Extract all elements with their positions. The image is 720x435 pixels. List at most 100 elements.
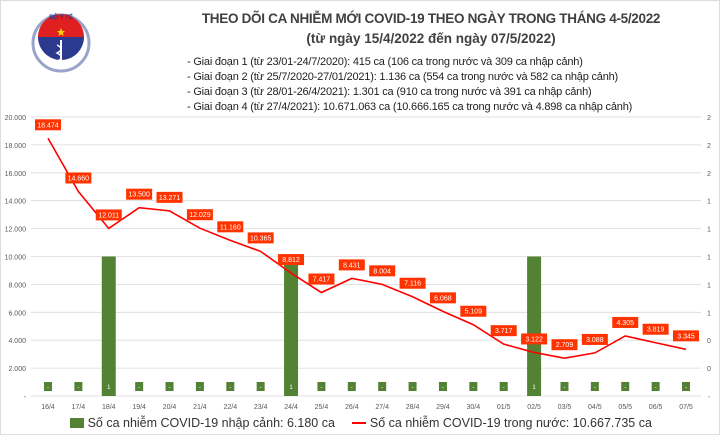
domestic-data-label: 10.365 (250, 235, 272, 242)
y-tick-label: 4.000 (8, 338, 26, 345)
import-data-label-box (165, 382, 174, 391)
domestic-data-label: 11.160 (220, 224, 241, 231)
domestic-data-label-box (156, 191, 183, 203)
domestic-data-label-box (186, 209, 213, 221)
domestic-data-label: 3.819 (647, 327, 665, 334)
import-data-label-box (530, 382, 539, 391)
domestic-data-label-box (551, 339, 578, 351)
import-data-label: - (47, 385, 49, 391)
import-data-label: - (655, 385, 657, 391)
domestic-data-label-box (126, 188, 153, 200)
x-tick-label: 22/4 (223, 404, 237, 411)
import-data-label-box (682, 382, 690, 391)
phase-note: - Giai đoạn 2 (từ 25/7/2020-27/01/2021):… (187, 71, 618, 83)
import-data-label-box (256, 382, 265, 391)
domestic-data-label-box (642, 323, 669, 335)
y2-tick-label: 1 (707, 282, 711, 289)
y-tick-label: 10.000 (5, 255, 27, 262)
import-data-label: - (685, 385, 687, 391)
domestic-data-label-box (429, 292, 456, 304)
x-tick-label: 24/4 (284, 404, 298, 411)
domestic-data-label-box (369, 265, 396, 277)
import-data-label-box (226, 382, 235, 391)
import-data-label: - (412, 385, 414, 391)
import-data-label: - (472, 385, 474, 391)
x-tick-label: 28/4 (406, 404, 420, 411)
domestic-data-label: 13.500 (128, 192, 150, 199)
x-tick-label: 04/5 (588, 404, 602, 411)
ministry-of-health-logo: BỘ Y TẾ (31, 13, 91, 73)
y2-tick-label: 2 (707, 143, 711, 150)
import-data-label: - (563, 385, 565, 391)
import-data-label-box (135, 382, 144, 391)
import-data-label-box (621, 382, 630, 391)
y2-tick-label: 0 (707, 338, 711, 345)
x-tick-label: 19/4 (132, 404, 146, 411)
import-data-label-box (651, 382, 660, 391)
domestic-data-label: 8.812 (282, 257, 300, 264)
y-tick-label: 6.000 (8, 310, 26, 317)
import-data-label: - (594, 385, 596, 391)
chart-title: THEO DÕI CA NHIỄM MỚI COVID-19 THEO NGÀY… (201, 11, 661, 26)
domestic-data-label-box (399, 277, 426, 289)
x-tick-label: 25/4 (315, 404, 329, 411)
domestic-data-label: 3.345 (677, 333, 695, 340)
domestic-data-label: 7.417 (313, 277, 331, 284)
y2-tick-label: 0 (707, 366, 711, 373)
domestic-data-label-box (278, 254, 305, 266)
import-data-label-box (74, 382, 83, 391)
domestic-data-label: 3.088 (586, 337, 604, 344)
domestic-data-label-box (490, 325, 517, 337)
domestic-data-label-box (35, 119, 61, 131)
domestic-data-label-box (247, 232, 274, 244)
domestic-data-label: 4.305 (616, 320, 634, 327)
domestic-line (47, 137, 687, 360)
import-data-label: 1 (289, 385, 293, 391)
x-tick-label: 02/5 (527, 404, 541, 411)
domestic-data-label: 8.431 (343, 262, 361, 269)
y2-tick-label: 1 (707, 255, 711, 262)
domestic-data-label: 3.717 (495, 328, 513, 335)
domestic-data-label: 3.122 (525, 336, 543, 343)
y2-tick-label: 1 (707, 227, 711, 234)
domestic-data-label-box (217, 221, 244, 233)
chart-subtitle: (từ ngày 15/4/2022 đến ngày 07/5/2022) (306, 31, 556, 46)
import-data-label-box (499, 382, 508, 391)
y-tick-label: 8.000 (8, 282, 26, 289)
import-data-label-box (408, 382, 417, 391)
legend-label-import: Số ca nhiễm COVID-19 nhập cảnh: 6.180 ca (87, 415, 335, 430)
domestic-data-label: 13.271 (159, 195, 181, 202)
x-tick-label: 20/4 (163, 404, 177, 411)
import-data-label: - (442, 385, 444, 391)
domestic-data-label-box (460, 305, 487, 317)
domestic-data-label-box (338, 259, 365, 271)
y-tick-label: 12.000 (5, 227, 27, 234)
x-tick-label: 23/4 (254, 404, 268, 411)
import-data-label: - (351, 385, 353, 391)
y2-tick-label: 1 (707, 310, 711, 317)
y-tick-label: 14.000 (5, 199, 27, 206)
y2-tick-label: 2 (707, 115, 711, 122)
import-data-label: - (169, 385, 171, 391)
x-tick-label: 29/4 (436, 404, 450, 411)
legend-label-domestic: Số ca nhiễm COVID-19 trong nước: 10.667.… (369, 415, 652, 430)
x-tick-label: 03/5 (558, 404, 572, 411)
import-data-label: 1 (107, 385, 111, 391)
import-data-label-box (560, 382, 569, 391)
svg-text:BỘ Y TẾ: BỘ Y TẾ (49, 13, 73, 21)
y-tick-label: 18.000 (5, 143, 27, 150)
x-tick-label: 16/4 (41, 404, 55, 411)
legend-swatch-import (70, 417, 85, 428)
import-data-label: - (77, 385, 79, 391)
import-data-label: - (138, 385, 140, 391)
import-bar (101, 256, 116, 396)
x-tick-label: 01/5 (497, 404, 511, 411)
import-data-label-box (347, 382, 356, 391)
x-tick-label: 17/4 (72, 404, 86, 411)
x-tick-label: 30/4 (467, 404, 481, 411)
x-tick-label: 05/5 (618, 404, 632, 411)
domestic-data-label: 12.029 (189, 212, 211, 219)
import-data-label-box (287, 382, 296, 391)
import-data-label-box (317, 382, 326, 391)
